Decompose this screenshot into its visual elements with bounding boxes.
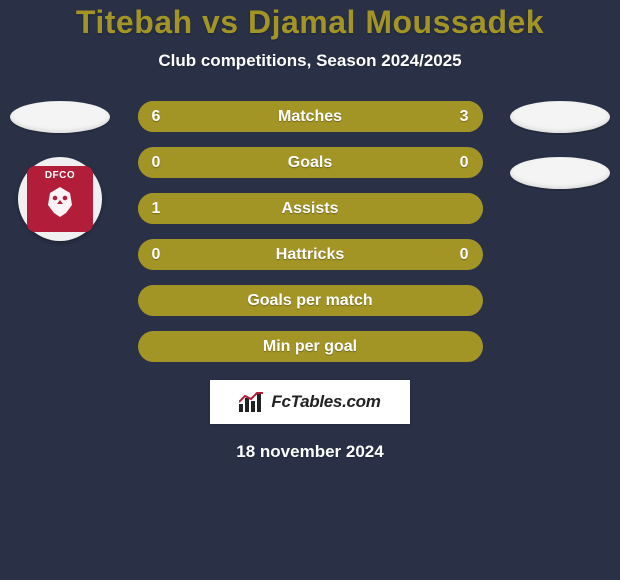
owl-icon [42,183,78,219]
left-player-stack: DFCO [10,101,110,241]
bar-value-right: 0 [446,246,483,264]
bar-label: Assists [282,200,339,218]
date-text: 18 november 2024 [236,442,383,462]
bar-label: Min per goal [263,338,357,356]
bar-value-left: 0 [138,154,175,172]
bar-value-left: 6 [138,108,175,126]
subtitle: Club competitions, Season 2024/2025 [158,51,461,71]
left-country-flag [10,101,110,133]
bar-label: Goals per match [247,292,372,310]
bar-value-right: 0 [446,154,483,172]
comparison-area: DFCO 6 3 Matches 0 0 Goals 1 Assists 0 0 Hattricks… [0,101,620,362]
bar-value-left: 1 [138,200,175,218]
bar-value-right: 3 [446,108,483,126]
page-title: Titebah vs Djamal Moussadek [76,4,544,41]
right-country-flag [510,101,610,133]
stat-row: Min per goal [138,331,483,362]
bar-chart-icon [239,392,265,412]
bar-label: Hattricks [276,246,344,264]
stat-row: 1 Assists [138,193,483,224]
bar-value-left: 0 [138,246,175,264]
left-club-badge-inner: DFCO [27,166,93,232]
stat-row: 0 0 Goals [138,147,483,178]
bar-label: Matches [278,108,342,126]
stat-row: 0 0 Hattricks [138,239,483,270]
bar-label: Goals [288,154,332,172]
left-club-badge-text: DFCO [45,170,75,181]
stat-row: Goals per match [138,285,483,316]
right-player-stack [510,101,610,189]
left-club-badge: DFCO [18,157,102,241]
right-club-badge [510,157,610,189]
stat-row: 6 3 Matches [138,101,483,132]
fctables-logo: FcTables.com [210,380,410,424]
content-wrapper: Titebah vs Djamal Moussadek Club competi… [0,0,620,580]
fctables-logo-text: FcTables.com [271,392,380,412]
